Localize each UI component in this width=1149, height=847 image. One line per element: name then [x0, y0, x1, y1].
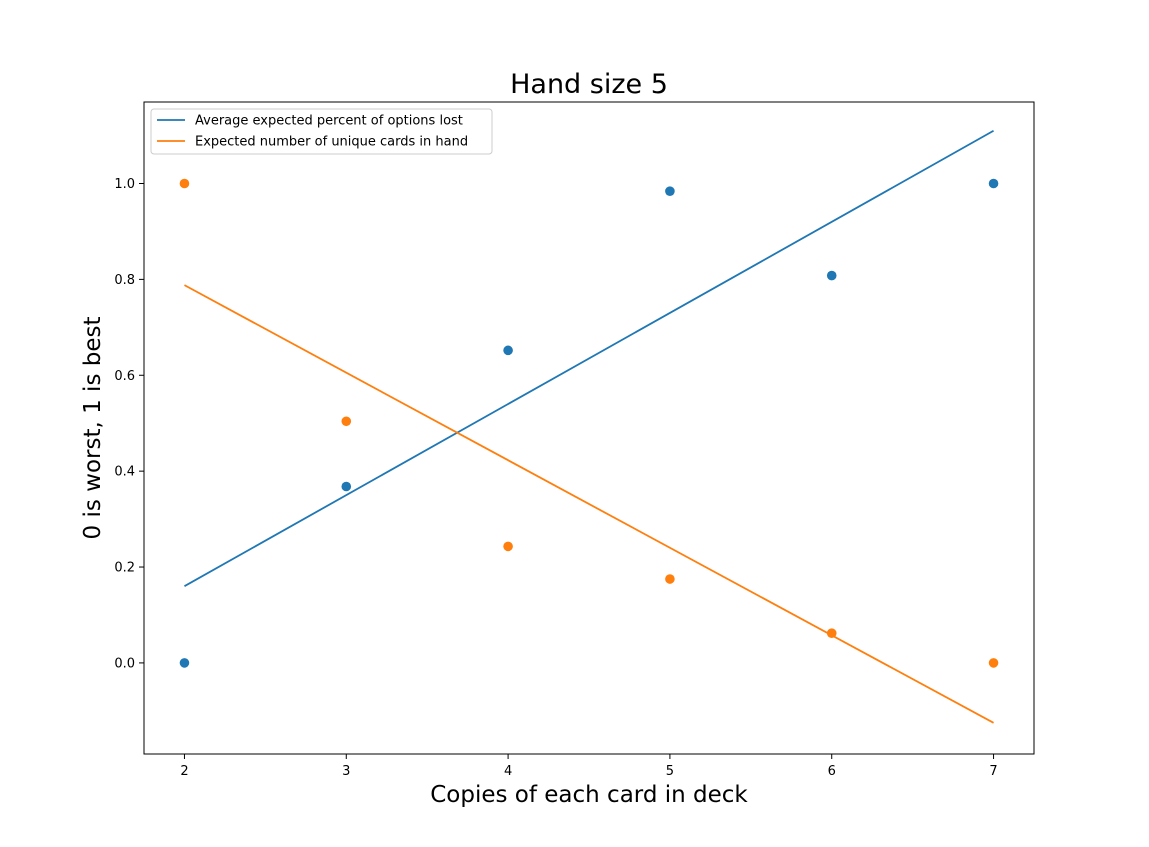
x-tick-label: 4	[504, 764, 512, 779]
plot-frame	[143, 101, 1035, 755]
legend: Average expected percent of options lost…	[150, 108, 493, 155]
data-point-series-0	[179, 658, 190, 668]
legend-box	[150, 108, 493, 155]
data-point-series-0	[665, 186, 675, 196]
chart-title: Hand size 5	[510, 69, 668, 100]
x-tick-label: 3	[342, 764, 350, 779]
data-point-series-1	[341, 416, 352, 427]
data-point-series-0	[341, 481, 352, 492]
legend-label-series-1: Expected number of unique cards in hand	[195, 135, 468, 150]
y-axis-label: 0 is worst, 1 is best	[80, 317, 106, 540]
x-tick-label: 6	[828, 764, 836, 779]
y-tick-label: 1.0	[114, 177, 135, 192]
data-point-series-1	[503, 541, 513, 552]
x-tick-label: 5	[666, 764, 674, 779]
y-tick-label: 0.2	[114, 561, 135, 576]
y-tick-label: 0.8	[114, 273, 135, 288]
y-tick-label: 0.0	[114, 656, 135, 671]
plot-area	[179, 129, 999, 724]
data-point-series-0	[826, 270, 837, 281]
trend-line-series-1	[184, 284, 994, 724]
x-tick-label: 7	[989, 764, 997, 779]
x-axis-label: Copies of each card in deck	[430, 782, 748, 808]
axes: 2 3 4 5 6 7 0.0 0.2 0.4 0.6 0.8 1.0	[114, 101, 1035, 779]
x-tick-label: 2	[180, 764, 188, 779]
data-point-series-0	[988, 178, 999, 189]
y-tick-label: 0.4	[114, 465, 135, 480]
data-point-series-0	[503, 345, 513, 356]
data-point-series-1	[826, 628, 837, 638]
data-point-series-1	[179, 178, 190, 189]
legend-label-series-0: Average expected percent of options lost	[195, 114, 463, 129]
data-point-series-1	[988, 658, 999, 668]
data-point-series-1	[665, 574, 675, 584]
trend-line-series-0	[184, 129, 994, 587]
y-tick-label: 0.6	[114, 369, 135, 384]
